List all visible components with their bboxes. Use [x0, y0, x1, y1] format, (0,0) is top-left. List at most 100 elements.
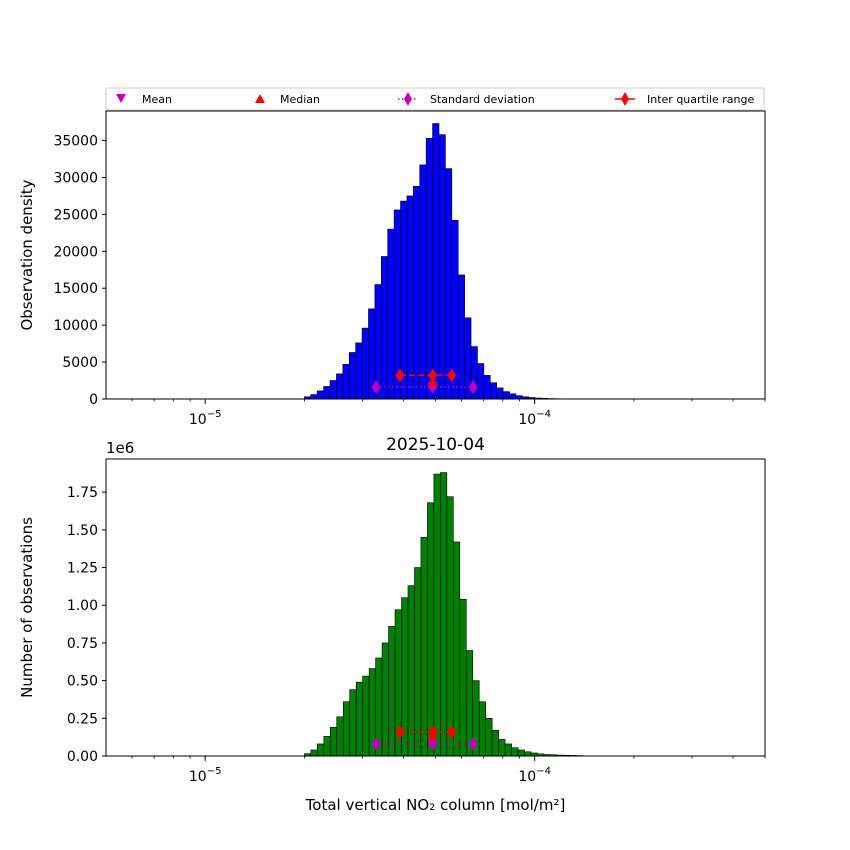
- legend-frame: [105, 87, 765, 111]
- histogram-bar: [329, 380, 337, 400]
- histogram-bar: [445, 168, 453, 400]
- histogram-bar: [498, 739, 506, 757]
- legend-median-marker: [255, 94, 265, 103]
- legend-mean-label: Mean: [142, 93, 172, 106]
- histogram-bar: [413, 186, 421, 400]
- histogram-bar: [407, 585, 415, 757]
- std-high-marker: [468, 380, 478, 395]
- histogram-bar: [491, 730, 499, 757]
- std-low-marker: [371, 736, 381, 751]
- histogram-bar: [511, 747, 519, 757]
- bottom-histogram-panel: 0.00 0.25 0.50 0.75 1.00 1.25 1.50 1.75 10−5 10−4…: [18, 435, 766, 814]
- histogram-bar: [310, 394, 318, 400]
- y-tick-label: 25000: [53, 207, 98, 223]
- y-tick-label: 10000: [53, 318, 98, 334]
- histogram-bar: [457, 274, 465, 400]
- histogram-bar: [342, 363, 350, 400]
- histogram-bar: [485, 718, 493, 757]
- histogram-bar: [502, 391, 510, 400]
- iqr-center-marker: [428, 368, 438, 383]
- histogram-bar: [362, 675, 370, 757]
- histogram-bar: [355, 342, 363, 400]
- y-tick-label: 1.25: [67, 561, 98, 577]
- y-tick-label: 0: [89, 392, 98, 408]
- y-tick-label: 20000: [53, 244, 98, 260]
- histogram-bar: [355, 681, 363, 757]
- histogram-bar: [477, 363, 485, 400]
- x-tick-label: 10−4: [518, 766, 551, 785]
- legend: Mean Median Standard deviation Inter qua…: [105, 87, 765, 111]
- histogram-bar: [323, 386, 331, 400]
- histogram-bar: [348, 352, 356, 400]
- histogram-bar: [414, 567, 422, 757]
- legend-std-marker: [404, 92, 412, 106]
- median-marker: [427, 377, 438, 387]
- iqr-high-marker: [447, 724, 457, 739]
- histogram-bar: [524, 751, 532, 757]
- y-tick-label: 0.25: [67, 711, 98, 727]
- y-tick-label: 35000: [53, 134, 98, 150]
- x-tick-label: 10−5: [189, 409, 222, 428]
- histogram-bar: [387, 228, 395, 400]
- histogram-bar: [446, 496, 454, 757]
- std-high-marker: [468, 736, 478, 751]
- histogram-bar: [478, 701, 487, 757]
- histogram-bar: [342, 701, 351, 757]
- y-tick-label: 0.50: [67, 674, 98, 690]
- histogram-bar: [310, 749, 318, 757]
- legend-median-label: Median: [280, 93, 320, 106]
- histogram-bar: [427, 502, 435, 757]
- y-tick-label: 15000: [53, 281, 98, 297]
- top-histogram-panel: 0 5000 10000 15000 20000 25000 30000 35000 10−5 1…: [18, 110, 766, 428]
- histogram-bar: [483, 375, 491, 400]
- iqr-high-marker: [447, 368, 457, 383]
- median-marker: [427, 731, 438, 741]
- histogram-bar: [317, 743, 325, 757]
- histogram-bar: [336, 373, 344, 400]
- y-axis-label: Observation density: [18, 179, 36, 330]
- x-tick-label: 10−4: [518, 409, 551, 428]
- histogram-bar: [432, 123, 440, 400]
- y-tick-label: 1.75: [67, 485, 98, 501]
- x-tick-label: 10−5: [189, 766, 222, 785]
- histogram-bar: [438, 134, 446, 400]
- y-tick-label: 0.75: [67, 636, 98, 652]
- y-tick-label: 0.00: [67, 749, 98, 765]
- std-low-marker: [371, 380, 381, 395]
- histogram-bar: [388, 626, 396, 757]
- histogram-bar: [440, 472, 448, 757]
- histogram-bar: [380, 256, 389, 400]
- histogram-bar: [400, 200, 408, 400]
- histogram-bar: [316, 390, 324, 400]
- histogram-bar: [509, 393, 517, 400]
- histogram-bar: [336, 716, 344, 757]
- y-axis-label: Number of observations: [18, 517, 36, 698]
- iqr-low-marker: [395, 368, 405, 383]
- legend-std-label: Standard deviation: [430, 93, 535, 106]
- histogram-bar: [406, 195, 414, 400]
- histogram-bar: [419, 164, 427, 400]
- histogram-bar: [329, 727, 338, 757]
- mean-marker: [427, 738, 438, 748]
- histogram-bar: [361, 327, 369, 400]
- legend-mean-marker: [116, 94, 126, 103]
- histogram-bar: [433, 473, 441, 757]
- histogram-bar: [496, 387, 504, 400]
- legend-iqr-marker: [621, 92, 629, 106]
- histogram-bar: [381, 642, 389, 757]
- iqr-low-marker: [395, 724, 405, 739]
- legend-iqr-label: Inter quartile range: [647, 93, 754, 106]
- y-multiplier: 1e6: [106, 439, 134, 457]
- y-tick-label: 1.00: [67, 598, 98, 614]
- histogram-bar: [453, 541, 461, 757]
- histogram-bar: [504, 743, 512, 757]
- histogram-bar: [349, 689, 357, 757]
- y-tick-label: 30000: [53, 170, 98, 186]
- histogram-bar: [459, 598, 467, 757]
- histogram-bar: [323, 736, 331, 757]
- histogram-bar: [420, 537, 428, 757]
- y-tick-label: 1.50: [67, 523, 98, 539]
- histogram-bar: [517, 749, 525, 757]
- histogram-bar: [425, 138, 433, 400]
